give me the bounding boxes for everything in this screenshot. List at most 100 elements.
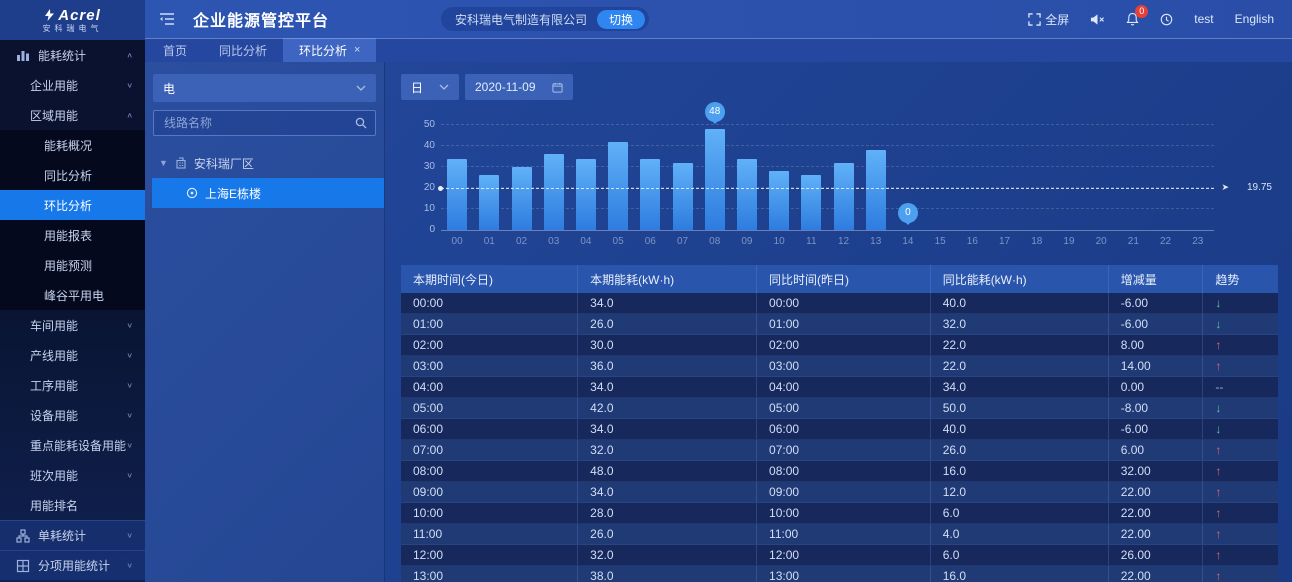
notifications[interactable]: 0 [1126, 5, 1149, 26]
bar-12[interactable] [833, 162, 854, 230]
table-cell: 26.0 [578, 524, 758, 544]
bar-slot-20[interactable] [1085, 126, 1117, 230]
bar-slot-21[interactable] [1117, 126, 1149, 230]
bar-slot-17[interactable] [988, 126, 1020, 230]
bar-slot-03[interactable] [538, 126, 570, 230]
tree-node-selected[interactable]: 上海E栋楼 [152, 178, 384, 208]
language-label[interactable]: English [1235, 12, 1274, 26]
bar-slot-19[interactable] [1053, 126, 1085, 230]
sidebar-item-7[interactable]: 用能预测 [0, 250, 145, 280]
bar-slot-22[interactable] [1149, 126, 1181, 230]
bar-slot-02[interactable] [505, 126, 537, 230]
bar-05[interactable] [608, 141, 629, 230]
chevron-up-icon: ∧ [126, 110, 133, 119]
bar-slot-18[interactable] [1021, 126, 1053, 230]
tab-0[interactable]: 首页 [147, 38, 203, 62]
collapse-menu-icon[interactable] [159, 12, 175, 26]
bar-slot-00[interactable] [441, 126, 473, 230]
bell-icon [1126, 12, 1139, 26]
search-icon[interactable] [355, 117, 367, 129]
trend-cell: ↓ [1215, 401, 1222, 415]
bar-slot-06[interactable] [634, 126, 666, 230]
average-line-arrow-icon: ➤ [1221, 181, 1229, 192]
bar-09[interactable] [736, 158, 757, 230]
sidebar-item-3[interactable]: 能耗概况 [0, 130, 145, 160]
bar-chart-plot: ➤ 19.75 0 10 20 30 40 50 48 0 [424, 102, 1272, 235]
sidebar-item-15[interactable]: 用能排名 [0, 490, 145, 520]
tree-root-label: 安科瑞厂区 [193, 156, 254, 171]
tree-node-root[interactable]: ▼ 安科瑞厂区 [153, 150, 376, 176]
bar-01[interactable] [479, 175, 500, 230]
bar-slot-07[interactable] [666, 126, 698, 230]
bar-08[interactable] [704, 129, 725, 230]
bar-slot-04[interactable] [570, 126, 602, 230]
help[interactable] [1160, 13, 1173, 26]
mute[interactable] [1090, 13, 1105, 26]
table-header-row: 本期时间(今日) 本期能耗(kW·h) 同比时间(昨日) 同比能耗(kW·h) 增减量趋… [401, 265, 1278, 293]
sidebar-item-13[interactable]: 重点能耗设备用能 ∨ [0, 430, 145, 460]
tab-1[interactable]: 同比分析 [203, 38, 283, 62]
switch-company-button[interactable]: 切换 [597, 9, 646, 29]
sidebar-item-16[interactable]: 单耗统计 ∨ [0, 520, 145, 550]
period-select[interactable]: 日 [401, 74, 459, 100]
bar-slot-11[interactable] [795, 126, 827, 230]
sidebar-item-10[interactable]: 产线用能 ∨ [0, 340, 145, 370]
table-cell: 40.0 [931, 419, 1109, 439]
sidebar-item-2[interactable]: 区域用能 ∧ [0, 100, 145, 130]
bar-slot-05[interactable] [602, 126, 634, 230]
sidebar-item-label: 班次用能 [30, 468, 79, 483]
bar-slot-09[interactable] [731, 126, 763, 230]
sidebar-item-5[interactable]: 环比分析 [0, 190, 145, 220]
table-cell: 00:00 [401, 293, 579, 313]
line-search-input[interactable] [162, 115, 355, 131]
bar-slot-10[interactable] [763, 126, 795, 230]
table-cell: 22.0 [931, 356, 1109, 376]
tree-expand-icon[interactable]: ▼ [159, 158, 168, 168]
tab-label: 环比分析 [299, 43, 348, 58]
sidebar-item-label: 重点能耗设备用能 [30, 438, 127, 453]
bar-00[interactable] [447, 158, 468, 230]
bar-slot-08[interactable]: 48 [699, 102, 731, 230]
sidebar-item-0[interactable]: 能耗统计 ∧ [0, 40, 145, 70]
marker-balloon-08: 48 [704, 102, 725, 123]
bar-slot-14[interactable]: 0 [892, 126, 924, 230]
bar-slot-15[interactable] [924, 126, 956, 230]
top-actions: 全屏 0 test English [1028, 5, 1274, 28]
sidebar-item-1[interactable]: 企业用能 ∨ [0, 70, 145, 100]
sidebar-item-6[interactable]: 用能报表 [0, 220, 145, 250]
date-picker[interactable]: 2020-11-09 [465, 74, 573, 100]
sidebar-item-label: 区域用能 [30, 108, 79, 123]
chevron-down-icon: ∨ [126, 531, 133, 540]
bar-slot-23[interactable] [1182, 126, 1214, 230]
sidebar-item-17[interactable]: 分项用能统计 ∨ [0, 550, 145, 580]
tab-2[interactable]: 环比分析 × [283, 38, 377, 62]
bar-slot-13[interactable] [860, 126, 892, 230]
energy-type-select[interactable]: 电 [153, 74, 376, 102]
sidebar-item-11[interactable]: 工序用能 ∨ [0, 370, 145, 400]
bar-11[interactable] [801, 175, 822, 230]
bar-07[interactable] [672, 162, 693, 230]
bar-13[interactable] [865, 150, 886, 230]
bar-04[interactable] [575, 158, 596, 230]
bar-slot-12[interactable] [827, 126, 859, 230]
column-header-0: 本期时间(今日) [401, 265, 579, 293]
bar-03[interactable] [543, 154, 564, 230]
user-label[interactable]: test [1194, 12, 1213, 26]
fullscreen[interactable]: 全屏 [1028, 11, 1069, 28]
chevron-up-icon: ∧ [126, 50, 133, 59]
bar-06[interactable] [640, 158, 661, 230]
bar-slot-01[interactable] [473, 126, 505, 230]
sidebar-item-label: 用能排名 [30, 498, 79, 513]
x-tick-label-00: 00 [451, 236, 463, 247]
sidebar-item-12[interactable]: 设备用能 ∨ [0, 400, 145, 430]
close-icon[interactable]: × [354, 44, 361, 56]
sidebar-item-8[interactable]: 峰谷平用电 [0, 280, 145, 310]
sidebar-item-4[interactable]: 同比分析 [0, 160, 145, 190]
bar-02[interactable] [511, 167, 532, 230]
trend-cell: ↑ [1215, 443, 1222, 457]
sidebar-item-14[interactable]: 班次用能 ∨ [0, 460, 145, 490]
bar-10[interactable] [769, 171, 790, 230]
sidebar-item-9[interactable]: 车间用能 ∨ [0, 310, 145, 340]
bar-slot-16[interactable] [956, 126, 988, 230]
